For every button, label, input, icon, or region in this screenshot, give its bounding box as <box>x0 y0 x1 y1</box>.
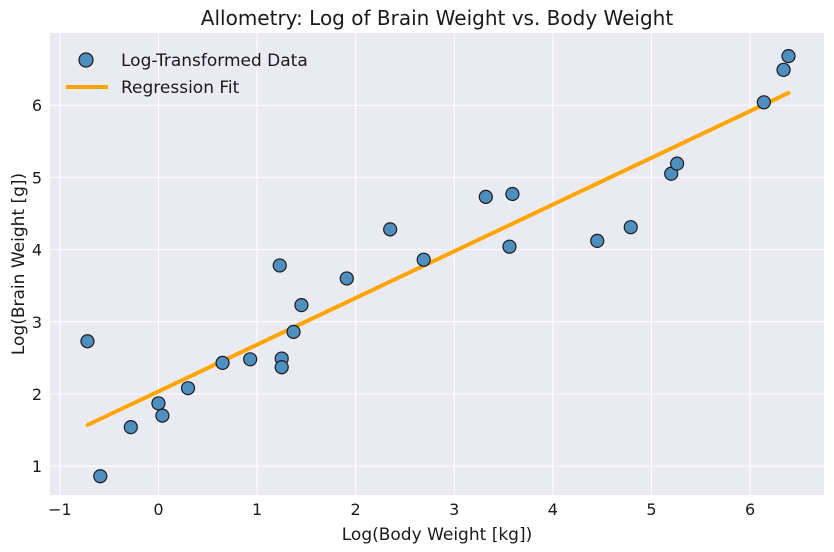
y-tick-label: 5 <box>32 168 42 187</box>
y-axis-ticks: 1 2 3 4 5 6 <box>32 96 42 476</box>
data-point <box>155 408 170 423</box>
data-point <box>669 156 685 171</box>
data-point <box>286 324 301 339</box>
data-point <box>623 220 638 235</box>
x-axis-ticks: −1 0 1 2 3 4 5 6 <box>48 500 755 519</box>
x-tick-label: 0 <box>153 500 163 519</box>
data-point <box>180 381 196 396</box>
x-axis-label: Log(Body Weight [kg]) <box>342 525 532 545</box>
y-tick-label: 3 <box>32 313 42 332</box>
y-axis-label: Log(Brain Weight [g]) <box>9 173 29 355</box>
data-point <box>781 48 796 64</box>
legend-label-data: Log-Transformed Data <box>121 51 308 71</box>
x-tick-label: −1 <box>48 500 72 519</box>
legend-marker-data <box>78 52 94 68</box>
data-point <box>151 396 166 411</box>
chart-title: Allometry: Log of Brain Weight vs. Body … <box>201 6 674 30</box>
regression-fit-line <box>85 90 791 427</box>
data-point <box>80 334 95 349</box>
data-points-layer <box>80 48 796 484</box>
data-point <box>272 258 287 273</box>
x-tick-label: 3 <box>449 500 459 519</box>
x-tick-label: 4 <box>548 500 558 519</box>
legend: Log-Transformed Data Regression Fit <box>66 51 308 98</box>
data-point <box>123 420 138 435</box>
y-tick-label: 1 <box>32 457 42 476</box>
data-point <box>478 189 493 204</box>
data-point <box>215 355 230 370</box>
x-tick-label: 2 <box>351 500 361 519</box>
data-point <box>416 252 431 267</box>
data-point <box>294 298 309 313</box>
legend-label-fit: Regression Fit <box>121 78 240 98</box>
y-tick-label: 4 <box>32 241 42 260</box>
x-tick-label: 5 <box>646 500 656 519</box>
data-point <box>339 271 354 286</box>
data-point <box>756 95 771 110</box>
y-tick-label: 6 <box>32 96 42 115</box>
data-point <box>776 62 791 77</box>
data-point <box>505 186 520 202</box>
regression-fit-layer <box>85 90 791 427</box>
data-point <box>274 360 289 375</box>
x-tick-label: 6 <box>745 500 755 519</box>
data-point <box>243 352 258 367</box>
data-point <box>93 469 108 484</box>
data-point <box>383 222 398 237</box>
y-tick-label: 2 <box>32 385 42 404</box>
data-point <box>502 239 517 254</box>
plot-area <box>50 33 824 495</box>
x-tick-label: 1 <box>252 500 262 519</box>
data-point <box>590 233 605 248</box>
